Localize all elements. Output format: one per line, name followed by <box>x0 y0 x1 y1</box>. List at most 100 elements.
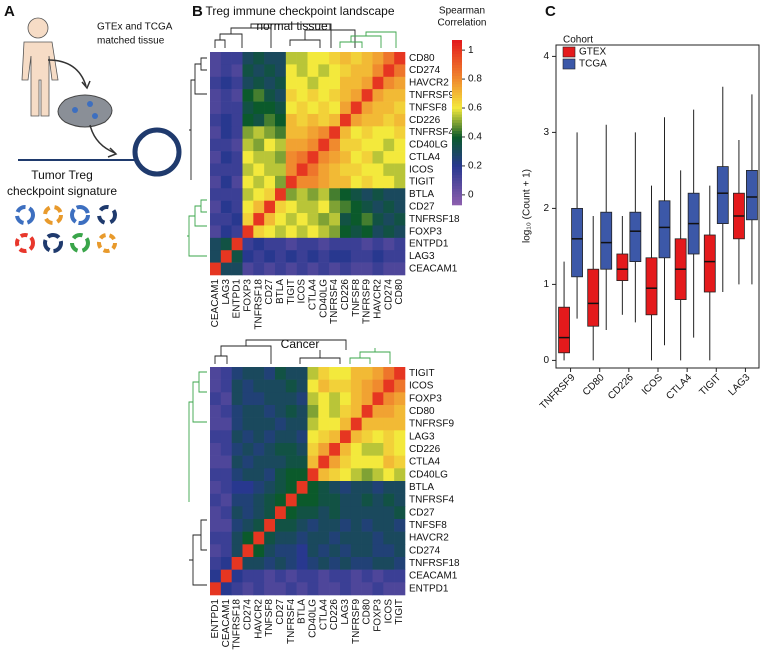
column-label: HAVCR2 <box>253 599 264 639</box>
panel-label: B <box>192 3 203 20</box>
heatmap-cell <box>383 481 395 494</box>
heatmap-cell <box>220 76 232 90</box>
heatmap-cell <box>350 455 362 469</box>
column-label: TNFSF8 <box>351 279 362 317</box>
heatmap-cell <box>253 443 265 456</box>
legend-swatch <box>562 58 576 70</box>
heatmap-cell <box>285 379 297 393</box>
colorbar-segment <box>452 174 462 178</box>
heatmap-cell <box>296 519 308 532</box>
row-label: ENTPD1 <box>409 583 449 594</box>
heatmap-cell <box>296 455 308 469</box>
heatmap-cell <box>394 101 406 115</box>
heatmap-cell <box>340 519 352 532</box>
heatmap-cell <box>296 493 308 507</box>
column-label: TNFRSF4 <box>329 279 340 324</box>
heatmap-cell <box>307 175 319 189</box>
colorbar-segment <box>452 172 462 176</box>
heatmap-cell <box>307 557 319 570</box>
colorbar-segment <box>452 139 462 143</box>
heatmap-cell <box>242 367 254 380</box>
heatmap-cell <box>372 52 384 65</box>
heatmap-cell <box>296 544 308 558</box>
column-label: TNFRSF9 <box>362 279 373 324</box>
heatmap-cell <box>350 76 362 90</box>
heatmap-cell <box>307 519 319 532</box>
heatmap-cell <box>285 163 297 177</box>
heatmap-cell <box>340 237 352 251</box>
heatmap-cell <box>318 151 330 164</box>
heatmap-cell <box>264 237 276 251</box>
colorbar-tick-label: 0 <box>468 190 474 201</box>
heatmap-cell <box>307 569 319 583</box>
heatmap-cell <box>264 151 276 164</box>
heatmap-cell <box>394 557 406 570</box>
heatmap-cell <box>264 417 276 431</box>
heatmap-cell <box>394 443 406 456</box>
heatmap-cell <box>231 417 243 431</box>
heatmap-cell <box>210 544 222 558</box>
heatmap-cell <box>329 138 341 152</box>
heatmap-cell <box>340 493 352 507</box>
heatmap-cell <box>296 582 308 596</box>
dendrograms <box>187 23 397 586</box>
heatmap-cell <box>350 392 362 406</box>
panel-label: A <box>4 3 15 20</box>
heatmap-cell <box>340 417 352 431</box>
colorbar-segment <box>452 40 462 44</box>
heatmap-cell <box>253 544 265 558</box>
colorbar-segment <box>452 158 462 162</box>
heatmap-cell <box>307 52 319 65</box>
heatmap-cell <box>285 237 297 251</box>
heatmap-cell <box>340 250 352 263</box>
heatmap-cell <box>296 76 308 90</box>
heatmap-cell <box>340 76 352 90</box>
colorbar-segment <box>452 119 462 123</box>
heatmap-cell <box>350 544 362 558</box>
heatmap-cell <box>210 262 222 276</box>
heatmap-cell <box>350 163 362 177</box>
heatmap-cell <box>275 151 287 164</box>
heatmap-cell <box>361 151 373 164</box>
heatmap-cell <box>329 481 341 494</box>
heatmap-cell <box>253 113 265 127</box>
heatmap-cell <box>285 52 297 65</box>
row-label: CD27 <box>409 507 435 518</box>
colorbar-segment <box>452 188 462 192</box>
heatmap-cell <box>275 89 287 102</box>
heatmap-cell <box>253 175 265 189</box>
heatmap-cell <box>210 582 222 596</box>
colorbar-segment <box>452 103 462 107</box>
heatmap-cell <box>340 405 352 418</box>
heatmap-cell <box>296 417 308 431</box>
heatmap-cell <box>307 89 319 102</box>
column-label: FOXP3 <box>243 279 254 312</box>
heatmap-cell <box>231 126 243 140</box>
heatmap-cell <box>307 506 319 520</box>
heatmap-cell <box>210 188 222 201</box>
heatmap-cell <box>372 188 384 201</box>
box <box>571 207 583 278</box>
heatmap-cell <box>220 188 232 201</box>
heatmap-cell <box>285 417 297 431</box>
heatmap-cell <box>340 468 352 482</box>
heatmap-cell <box>383 392 395 406</box>
heatmap-cell <box>394 531 406 545</box>
row-label: ENTPD1 <box>409 239 449 250</box>
heatmap-cell <box>350 101 362 115</box>
colorbar-segment <box>452 163 462 167</box>
heatmap-cell <box>285 113 297 127</box>
heatmap-cell <box>361 175 373 189</box>
heatmap-cell <box>275 544 287 558</box>
heatmap-cell <box>242 213 254 226</box>
heatmap-cell <box>383 367 395 380</box>
heatmap-cell <box>340 569 352 583</box>
heatmap-cell <box>372 405 384 418</box>
heatmap-cell <box>361 250 373 263</box>
heatmap-cell <box>318 76 330 90</box>
heatmap-cell <box>361 101 373 115</box>
heatmap-cell <box>340 52 352 65</box>
heatmap-cell <box>329 417 341 431</box>
heatmap-cell <box>318 379 330 393</box>
colorbar-segment <box>452 92 462 96</box>
